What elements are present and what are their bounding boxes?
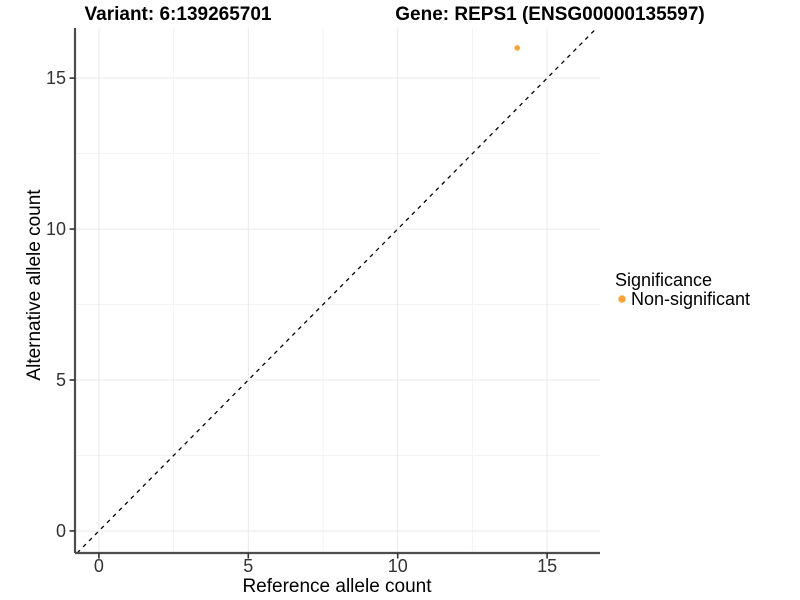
y-axis-ticks: 0 5 10 15	[46, 68, 75, 541]
x-tick-label: 15	[537, 556, 557, 576]
legend-item-label: Non-significant	[631, 289, 750, 309]
x-axis-title: Reference allele count	[242, 576, 432, 597]
y-tick-label: 0	[56, 521, 66, 541]
y-tick-label: 10	[46, 219, 66, 239]
identity-reference-line	[76, 27, 598, 554]
y-tick-label: 15	[46, 68, 66, 88]
x-tick-label: 10	[388, 556, 408, 576]
x-axis-ticks: 0 5 10 15	[94, 553, 557, 576]
grid-major-lines	[75, 28, 600, 553]
gene-title: Gene: REPS1 (ENSG00000135597)	[395, 4, 704, 25]
legend-title: Significance	[615, 270, 712, 290]
legend: Significance Non-significant	[615, 270, 750, 309]
data-point	[514, 45, 521, 51]
legend-point-icon	[618, 295, 626, 303]
data-points	[514, 45, 521, 51]
grid-minor-lines	[75, 28, 600, 553]
variant-title: Variant: 6:139265701	[85, 4, 272, 25]
x-tick-label: 5	[243, 556, 253, 576]
axes	[73, 28, 600, 555]
x-tick-label: 0	[94, 556, 104, 576]
y-axis-title: Alternative allele count	[24, 189, 45, 381]
y-tick-label: 5	[56, 370, 66, 390]
